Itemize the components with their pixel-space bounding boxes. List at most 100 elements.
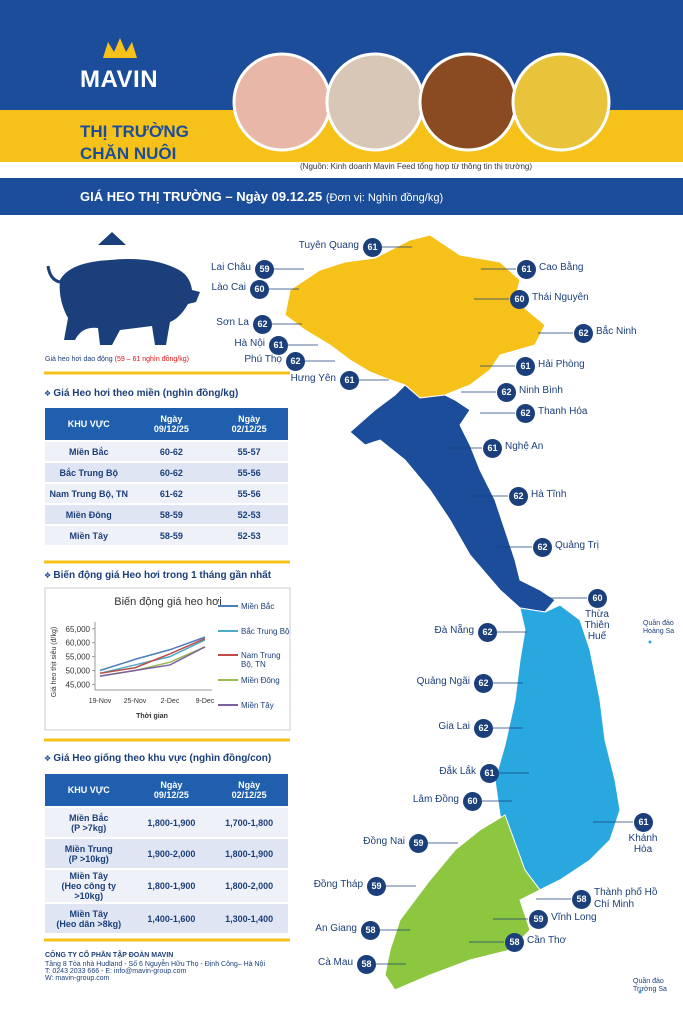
y-tick-label: 60,000 — [66, 639, 91, 648]
vietnam-map — [284, 234, 652, 994]
province-name: Thái Nguyên — [532, 292, 589, 303]
region-cell: Miền Đông — [45, 505, 133, 524]
photos — [232, 52, 611, 152]
province-name: Thanh Hóa — [538, 406, 588, 417]
province-name: Quảng Ngãi — [416, 676, 470, 687]
brand: MAVIN — [80, 66, 159, 93]
crown-logo — [103, 38, 137, 58]
island-dot — [638, 990, 642, 994]
price-badge: 58 — [572, 890, 591, 909]
region-cell: Miền Tây (Heo dân >8kg) — [45, 904, 133, 933]
region-cell: Miền Tây (Heo công ty >10kg) — [45, 870, 133, 902]
y-tick-label: 55,000 — [66, 653, 91, 662]
province-name: Đồng Nai — [363, 836, 405, 847]
table-row: Miền Tây (Heo công ty >10kg) 1,800-1,900 1… — [45, 870, 288, 902]
region-cell: Bắc Trung Bộ — [45, 463, 133, 482]
chart-frame — [44, 587, 291, 731]
region-cell: Miền Trung (P >10kg) — [45, 839, 133, 868]
province-name: Đà Nẵng — [434, 625, 474, 636]
table-row: Miền Tây 58-59 52-53 — [45, 526, 288, 545]
province-name: Hà Tĩnh — [531, 489, 567, 500]
y-tick-label: 65,000 — [66, 625, 91, 634]
section-title: CHĂN NUÔI — [80, 144, 177, 163]
province-name: Ninh Bình — [519, 385, 563, 396]
legend-label: Bắc Trung Bộ — [241, 627, 290, 636]
table-row: Bắc Trung Bộ 60-62 55-56 — [45, 463, 288, 482]
table-row: Miền Bắc 60-62 55-57 — [45, 442, 288, 461]
province-name: Đồng Tháp — [313, 879, 363, 890]
province-name: Thành phố Hồ Chí Minh — [594, 887, 658, 910]
legend-label: Miền Đông — [241, 676, 280, 685]
pig-silhouette — [59, 259, 200, 345]
series-line — [99, 637, 206, 675]
section-title: THỊ TRƯỜNG — [80, 122, 189, 141]
region-cell: Miền Bắc (P >7kg) — [45, 808, 133, 837]
price-badge: 60 — [250, 280, 269, 299]
price-badge: 62 — [516, 404, 535, 423]
price-badge: 62 — [286, 352, 305, 371]
price-cell: 1,900-2,000 — [132, 839, 211, 868]
price-badge: 59 — [367, 877, 386, 896]
pig-tail — [46, 265, 61, 284]
province-name: Cần Thơ — [527, 935, 567, 946]
x-tick-label: 25-Nov — [124, 698, 147, 705]
price-badge: 61 — [269, 336, 288, 355]
price-cell: 1,800-1,900 — [132, 870, 211, 902]
province-name: Hà Nội — [234, 338, 265, 349]
footer-line: W: mavin-group.com — [45, 975, 110, 982]
price-cell: 60-62 — [132, 463, 211, 482]
legend-label: Nam Trung Bộ, TN — [241, 651, 281, 669]
y-axis-label: Giá heo thịt siêu (đ/kg) — [51, 627, 58, 697]
price-badge: 62 — [474, 719, 493, 738]
x-axis-label: Thời gian — [136, 713, 168, 720]
y-tick-label: 50,000 — [66, 667, 91, 676]
y-tick-label: 45,000 — [66, 680, 91, 689]
price-badge: 61 — [340, 371, 359, 390]
footer: CÔNG TY CỔ PHẦN TẬP ĐOÀN MAVIN Tầng 8 Tòa… — [45, 952, 265, 982]
table-row: Miền Đông 58-59 52-53 — [45, 505, 288, 524]
province-name: Khánh Hòa — [628, 833, 658, 855]
price-badge: 62 — [533, 538, 552, 557]
price-badge: 62 — [253, 315, 272, 334]
region-north — [284, 234, 546, 399]
price-cell: 55-56 — [210, 484, 288, 503]
price-badge: 62 — [497, 383, 516, 402]
price-badge: 61 — [516, 357, 535, 376]
province-name: Sơn La — [216, 317, 249, 328]
table-row: Miền Bắc (P >7kg) 1,800-1,900 1,700-1,800 — [45, 808, 288, 837]
price-badge: 61 — [634, 813, 653, 832]
table-row: Miền Trung (P >10kg) 1,900-2,000 1,800-1,9… — [45, 839, 288, 868]
region-north-central — [349, 384, 556, 613]
header-row: KHU VỰC Ngày 09/12/25 Ngày 02/12/25 — [45, 774, 288, 806]
price-badge: 60 — [463, 792, 482, 811]
source-note: (Nguồn: Kinh doanh Mavin Feed tổng hợp t… — [300, 162, 533, 171]
banner-unit: (Đơn vị: Nghìn đồng/kg) — [325, 192, 444, 204]
region-south — [384, 814, 561, 991]
price-cell: 1,300-1,400 — [210, 904, 288, 933]
price-badge: 61 — [517, 260, 536, 279]
series-line — [99, 646, 206, 677]
province-name: Vĩnh Long — [551, 912, 597, 923]
price-cell: 1,700-1,800 — [210, 808, 288, 837]
price-badge: 59 — [255, 260, 274, 279]
x-tick-label: 19-Nov — [89, 698, 112, 705]
province-name: Cao Bằng — [539, 262, 584, 273]
price-cell: 61-62 — [132, 484, 211, 503]
price-badge: 58 — [361, 921, 380, 940]
photo-ducklings — [511, 52, 611, 152]
region-cell: Miền Tây — [45, 526, 133, 545]
x-tick-label: 9-Dec — [196, 698, 215, 705]
photo-pig — [232, 52, 332, 152]
pig-note: Giá heo hơi dao động (59 – 61 nghìn đồng… — [45, 356, 189, 363]
province-name: Lào Cai — [211, 282, 246, 293]
table-title: Giá Heo hơi theo miền (nghìn đồng/kg) — [44, 388, 238, 399]
province-name: Hưng Yên — [290, 373, 336, 384]
banner-title: GIÁ HEO THỊ TRƯỜNG – Ngày 09.12.25 (Đơn … — [80, 189, 443, 204]
price-cell: 55-56 — [210, 463, 288, 482]
province-name: Nghệ An — [505, 441, 544, 452]
up-arrow — [98, 232, 126, 245]
price-badge: 62 — [478, 623, 497, 642]
price-badge: 62 — [474, 674, 493, 693]
price-badge: 62 — [574, 324, 593, 343]
